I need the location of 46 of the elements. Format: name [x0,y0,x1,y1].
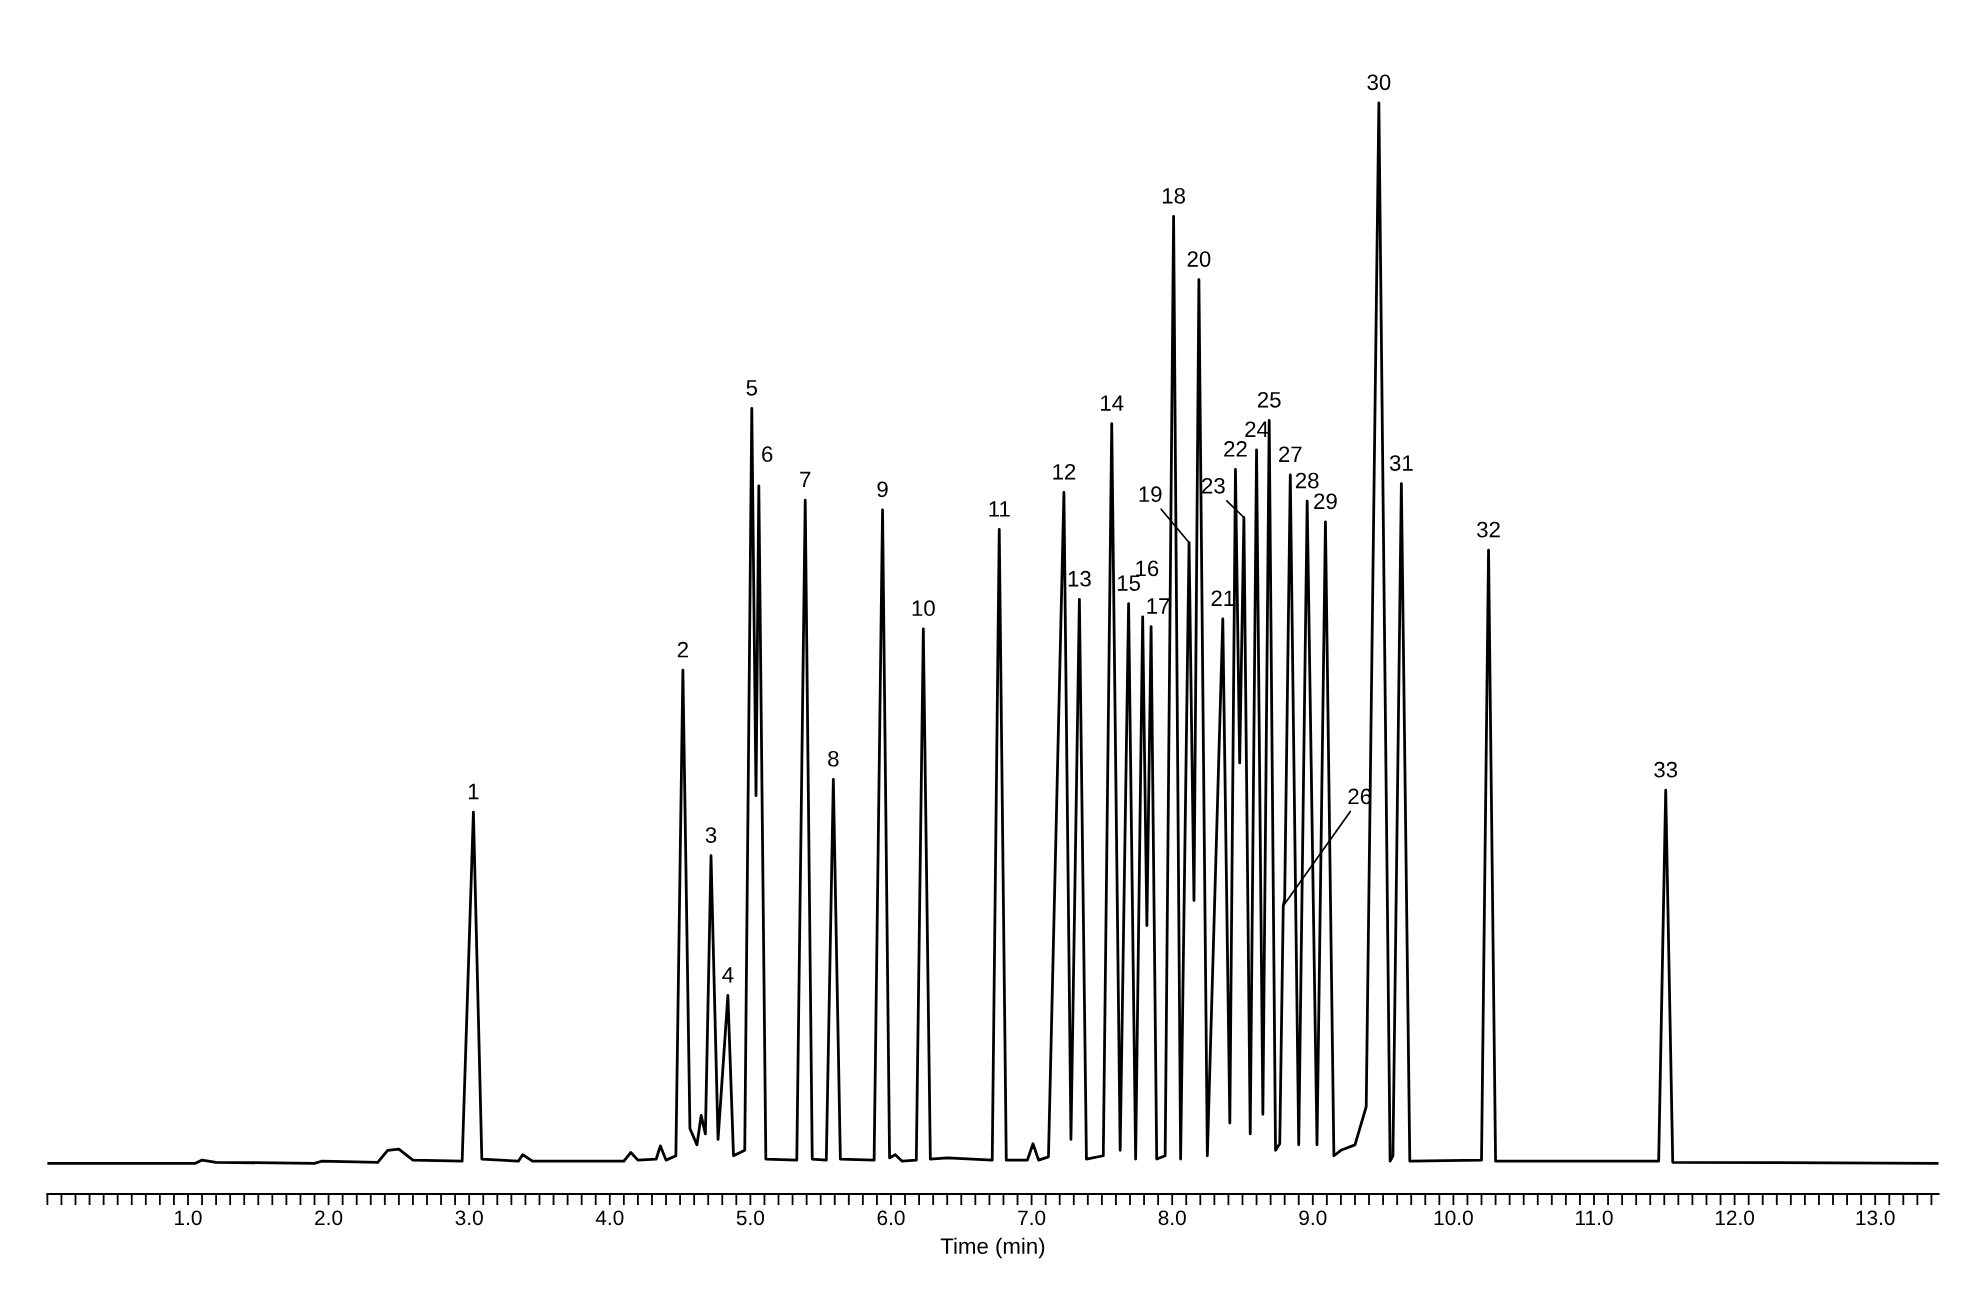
annotation: 19 [1139,486,1162,503]
x-tick-label: 8.0 [1158,1210,1186,1226]
annotation: 12 [1053,463,1076,480]
annotation: 22 [1224,441,1247,457]
x-tick-label: 4.0 [595,1210,624,1226]
x-tick-label: 10.0 [1434,1210,1473,1226]
annotation: 32 [1477,521,1500,538]
annotation: 10 [912,600,935,617]
x-axis-title: Time (min) [940,1237,1045,1259]
annotation: 24 [1245,421,1269,437]
annotation: 9 [877,481,888,498]
annotation: 15 [1117,575,1141,591]
x-tick-label: 3.0 [455,1210,483,1226]
x-tick-label: 9.0 [1299,1210,1327,1226]
annotation: 2 [677,641,688,658]
annotation: 3 [705,827,717,843]
annotation: 25 [1257,391,1281,408]
x-tick-label: 2.0 [315,1210,343,1226]
annotation: 8 [828,750,839,767]
annotation: 4 [722,967,734,983]
annotation: 16 [1136,560,1159,577]
annotation: 23 [1202,477,1225,494]
annotation: 33 [1654,761,1678,778]
x-tick-label: 11.0 [1576,1210,1613,1226]
x-tick-label: 12.0 [1715,1210,1755,1226]
x-tick-label: 6.0 [877,1210,905,1226]
annotation: 17 [1147,598,1170,614]
annotation: 13 [1068,570,1091,587]
annotation: 18 [1162,187,1185,204]
annotation: 5 [746,380,758,396]
annotation: 30 [1367,74,1391,91]
x-tick-label: 13.0 [1856,1210,1895,1226]
annotation: 31 [1389,455,1413,471]
annotation: 28 [1295,472,1319,489]
annotation: 11 [989,501,1010,517]
x-tick-label: 1.0 [175,1210,202,1226]
x-tick-label: 5.0 [736,1210,765,1226]
annotation: 29 [1314,493,1337,510]
annotation: 14 [1101,395,1124,411]
annotation: 21 [1211,590,1235,607]
annotation: 6 [762,446,773,463]
x-tick-label: 7.0 [1018,1210,1046,1226]
annotation: 7 [800,471,811,488]
annotation: 20 [1187,251,1211,267]
annotation: 1 [468,783,479,800]
annotation: 27 [1279,446,1302,462]
